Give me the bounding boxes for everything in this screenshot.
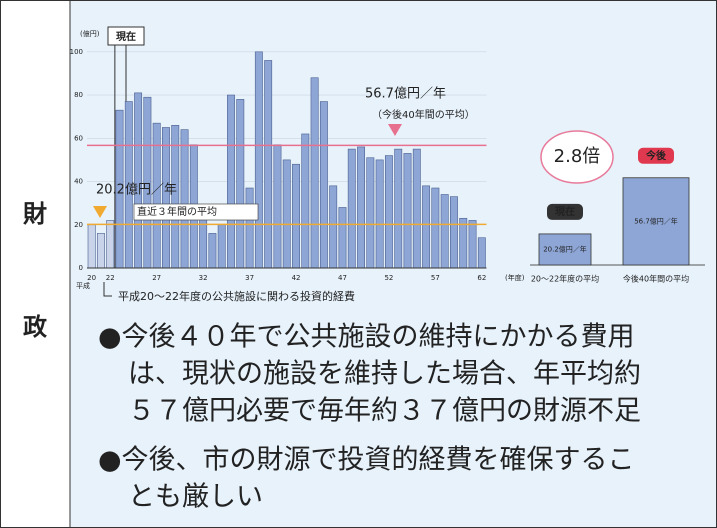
- side-label: 政: [23, 313, 47, 341]
- bar: [106, 220, 115, 269]
- reference-marker: [93, 206, 107, 218]
- bar: [273, 144, 282, 269]
- sublabel-box: [133, 203, 259, 221]
- y-tick-label: 20: [74, 221, 83, 229]
- x-tick-label: 52: [384, 274, 393, 282]
- bar: [264, 60, 273, 269]
- x-tick-label: 37: [245, 274, 254, 282]
- bullet-line: とも厳しい: [128, 482, 263, 513]
- bar: [431, 187, 440, 269]
- bar: [477, 237, 486, 269]
- bar-tag-box: [638, 147, 674, 164]
- bar: [254, 51, 263, 269]
- bar: [394, 148, 403, 269]
- bar: [357, 146, 366, 269]
- x-prefix: 平成: [76, 281, 90, 290]
- bar: [319, 101, 328, 269]
- bar: [403, 153, 412, 269]
- bullet-line: ●今後、市の財源で投資的経費を確保するこ: [98, 445, 635, 476]
- bar: [292, 163, 300, 269]
- bar: [162, 127, 170, 269]
- bullet-line: ●今後４０年で公共施設の維持にかかる費用: [98, 322, 635, 353]
- x-tick-label: 32: [199, 274, 208, 282]
- x-tick-label: 27: [152, 274, 161, 282]
- x-tick-label: 62: [477, 274, 486, 282]
- bar: [375, 159, 384, 269]
- bar: [412, 148, 421, 269]
- bar: [87, 224, 96, 269]
- bar-tag-box: [547, 203, 583, 220]
- y-tick-label: 40: [74, 178, 83, 186]
- bar: [310, 77, 319, 269]
- bar: [245, 187, 254, 269]
- reference-label: 56.7億円／年: [365, 86, 446, 102]
- ratio-ring: [540, 130, 614, 184]
- bar: [180, 129, 189, 269]
- caption-arrow: [103, 282, 112, 297]
- reference-label: 20.2億円／年: [96, 182, 177, 198]
- bar: [236, 99, 245, 269]
- bar: [422, 185, 431, 269]
- bar: [199, 213, 208, 269]
- bar: [96, 233, 105, 269]
- bar: [459, 217, 468, 269]
- bar: [134, 92, 143, 269]
- bar: [384, 155, 393, 269]
- bar: [468, 220, 477, 269]
- bar: [329, 185, 338, 269]
- y-tick-label: 0: [79, 264, 83, 272]
- bar: [538, 233, 592, 266]
- now-marker: 現在: [116, 30, 136, 43]
- x-axis-label: (年度): [505, 273, 525, 282]
- y-tick-label: 80: [74, 91, 83, 99]
- y-tick-label: 100: [70, 48, 83, 56]
- value-label: 20.2億円／年: [543, 244, 587, 253]
- x-tick-label: 22: [106, 274, 115, 282]
- ratio-label: 2.8倍: [554, 146, 601, 167]
- x-tick-label: 57: [431, 274, 440, 282]
- bar-tag: 今後: [645, 149, 667, 162]
- bar: [347, 148, 356, 269]
- bar: [208, 233, 217, 269]
- bar: [301, 133, 310, 269]
- bar: [440, 194, 449, 269]
- bar: [227, 94, 235, 269]
- bullet-line: ５７億円必要で毎年約３７億円の財源不足: [128, 396, 641, 427]
- bullet-line: は、現状の施設を維持した場合、年平均約: [128, 359, 641, 390]
- bar: [366, 157, 375, 269]
- bar: [622, 177, 690, 266]
- bar: [282, 159, 291, 269]
- x-tick-label: 47: [338, 274, 347, 282]
- x-tick-label: 20: [87, 274, 96, 282]
- side-label: 財: [23, 200, 47, 228]
- y-axis-label: (億円): [80, 29, 100, 38]
- reference-marker: [388, 124, 402, 136]
- reference-sublabel: 直近３年間の平均: [137, 205, 217, 218]
- reference-sublabel: （今後40年間の平均）: [372, 108, 475, 121]
- bar: [217, 224, 226, 269]
- caption: 平成20～22年度の公共施設に関わる投資的経費: [118, 289, 355, 303]
- x-tick-label: 20～22年度の平均: [531, 274, 599, 284]
- x-tick-label: 42: [292, 274, 301, 282]
- bar: [450, 196, 458, 269]
- bar: [338, 207, 347, 269]
- bar-tag: 現在: [555, 205, 575, 218]
- x-tick-label: 今後40年間の平均: [623, 274, 689, 284]
- value-label: 56.7億円／年: [634, 216, 678, 225]
- y-tick-label: 60: [74, 134, 83, 142]
